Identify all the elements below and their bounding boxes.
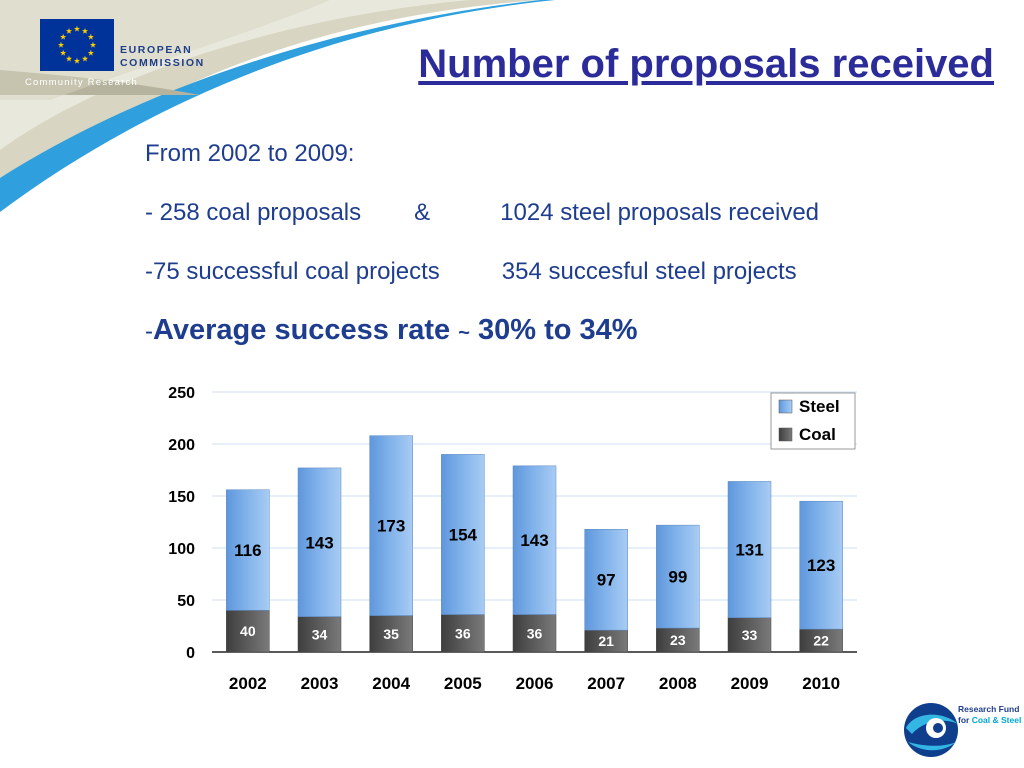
steel-bar [512, 465, 557, 615]
dash: - [145, 318, 153, 345]
x-tick-label: 2006 [516, 674, 554, 693]
steel-value-label: 99 [668, 568, 687, 587]
coal-value-label: 21 [598, 633, 614, 649]
intro-text: From 2002 to 2009: [145, 140, 355, 167]
steel-value-label: 131 [735, 541, 763, 560]
steel-bar [799, 500, 843, 630]
org-line1: EUROPEAN [120, 44, 193, 56]
steel-value-label: 97 [597, 571, 616, 590]
steel-bar [656, 524, 700, 629]
success-rate-range: 30% to 34% [478, 314, 638, 346]
x-tick-label: 2008 [659, 674, 697, 693]
steel-bar [727, 481, 772, 618]
coal-bar [297, 616, 342, 653]
org-line2: COMMISSION [120, 57, 205, 69]
x-tick-label: 2002 [229, 674, 267, 693]
org-name: EUROPEAN COMMISSION [120, 44, 205, 70]
coal-value-label: 36 [455, 625, 471, 641]
coal-bar [512, 614, 557, 653]
eu-flag-logo [40, 19, 114, 71]
steel-value-label: 154 [449, 525, 478, 544]
success-rate-label: Average success rate [153, 314, 451, 346]
rf-line2-coal-steel: Coal & Steel [971, 715, 1022, 725]
steel-bar [297, 467, 342, 617]
x-tick-label: 2003 [301, 674, 339, 693]
y-tick-label: 150 [168, 489, 195, 506]
coal-value-label: 33 [742, 627, 758, 643]
y-tick-label: 0 [186, 645, 195, 662]
coal-bar [727, 617, 772, 653]
rf-line2-for: for [958, 715, 970, 725]
steel-bar [584, 529, 628, 631]
research-fund-logo-icon [904, 703, 958, 757]
coal-value-label: 40 [240, 623, 256, 639]
x-tick-label: 2005 [444, 674, 482, 693]
y-tick-label: 50 [177, 593, 195, 610]
steel-proposals-text: 1024 steel proposals received [500, 199, 820, 226]
legend-swatch [778, 399, 793, 414]
x-tick-label: 2004 [372, 674, 410, 693]
coal-bar [369, 615, 413, 653]
x-tick-label: 2007 [587, 674, 625, 693]
steel-bar [441, 454, 485, 615]
legend-swatch [778, 427, 793, 442]
steel-bar [369, 435, 413, 616]
y-tick-label: 100 [168, 541, 195, 558]
steel-projects-text: 354 succesful steel projects [501, 258, 797, 285]
rf-line1: Research Fund [958, 704, 1020, 714]
coal-value-label: 23 [670, 632, 686, 648]
tilde: ~ [458, 322, 470, 344]
coal-proposals-text: - 258 coal proposals [145, 199, 362, 226]
coal-value-label: 22 [813, 633, 829, 649]
x-tick-label: 2010 [802, 674, 840, 693]
legend-label: Steel [799, 397, 840, 416]
success-rate-line: -Average success rate ~ 30% to 34% [145, 314, 638, 347]
y-tick-label: 250 [168, 385, 195, 402]
ampersand: & [414, 199, 431, 226]
coal-value-label: 35 [383, 626, 399, 642]
steel-value-label: 116 [234, 541, 261, 560]
research-fund-label: Research Fund for Coal & Steel [958, 704, 1021, 726]
steel-value-label: 143 [305, 533, 333, 552]
coal-steel-proposals-line: - 258 coal proposals & 1024 steel proposal… [145, 199, 819, 227]
steel-bar [226, 489, 270, 611]
coal-projects-text: -75 successful coal projects [145, 258, 440, 285]
eu-stars-icon [57, 25, 97, 64]
org-subtitle: Community Research [25, 77, 138, 88]
coal-value-label: 34 [312, 626, 328, 642]
x-tick-label: 2009 [731, 674, 769, 693]
coal-value-label: 36 [527, 625, 543, 641]
steel-value-label: 123 [807, 556, 835, 575]
steel-value-label: 173 [377, 517, 405, 536]
y-tick-label: 200 [168, 437, 195, 454]
page-title: Number of proposals received [418, 42, 994, 86]
legend-label: Coal [799, 425, 836, 444]
steel-value-label: 143 [520, 531, 548, 550]
coal-bar [441, 614, 485, 653]
successful-projects-line: -75 successful coal projects 354 succesfu… [145, 258, 797, 286]
